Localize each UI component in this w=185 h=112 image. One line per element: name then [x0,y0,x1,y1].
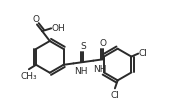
Text: O: O [100,39,107,48]
Text: S: S [81,41,87,50]
Text: OH: OH [52,24,65,32]
Text: O: O [33,15,40,24]
Text: CH₃: CH₃ [20,71,37,80]
Text: Cl: Cl [110,90,119,99]
Text: NH: NH [94,64,107,73]
Text: NH: NH [74,67,87,76]
Text: Cl: Cl [139,48,148,57]
